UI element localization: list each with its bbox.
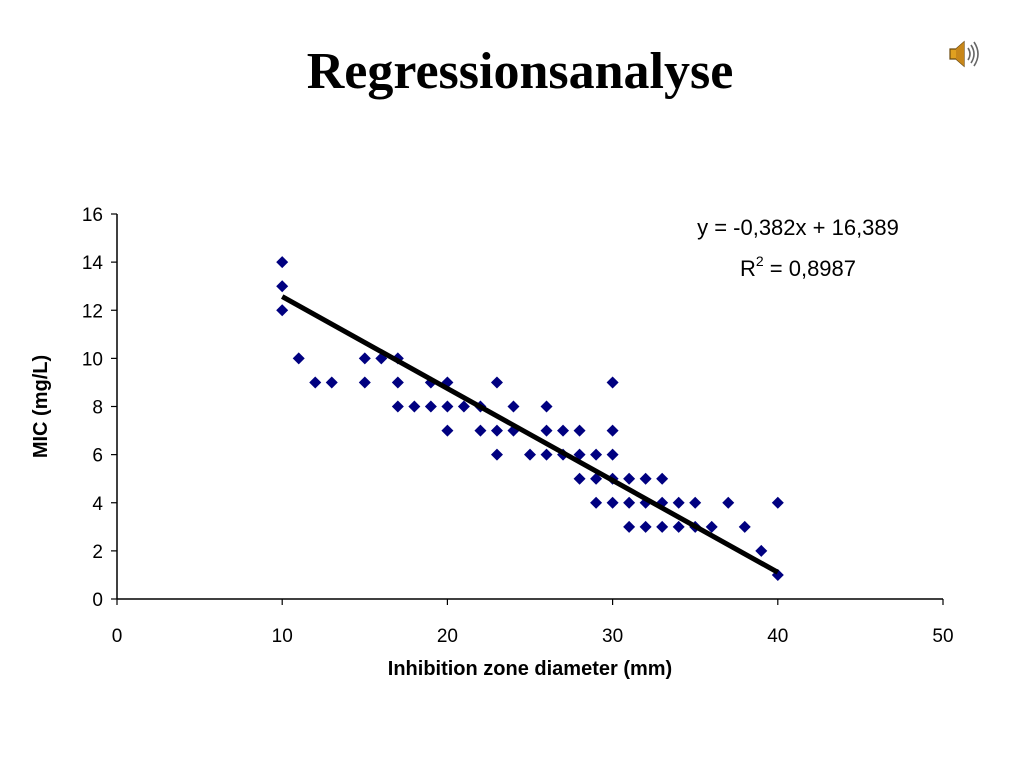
data-point [276,256,289,269]
x-tick-label: 50 [932,626,953,647]
data-point [524,448,536,461]
x-axis-label: Inhibition zone diameter (mm) [388,658,672,680]
data-point [474,424,487,437]
tick-labels: 0 2 4 6 8 10 12 14 16 0 10 20 30 40 50 [82,205,954,647]
y-tick-label: 6 [92,446,103,467]
data-point [540,448,553,461]
data-point [540,424,553,437]
x-tick-label: 0 [112,626,123,647]
data-point [689,496,702,509]
data-point [590,496,603,509]
y-tick-label: 10 [82,349,103,370]
r-squared-label: R2 = 0,8987 [740,253,856,281]
data-point [441,424,454,437]
data-point [441,400,454,413]
data-points [276,256,784,581]
y-tick-label: 12 [82,301,103,322]
data-point [623,520,636,533]
y-tick-label: 16 [82,205,103,226]
data-point [309,376,322,389]
data-point [490,376,503,389]
data-point [639,520,652,533]
data-point [276,304,289,317]
r-squared-letter: R [740,256,756,281]
x-tick-label: 10 [272,626,293,647]
data-point [606,496,619,509]
y-tick-label: 8 [92,398,103,419]
speaker-volume-icon[interactable] [944,34,984,74]
data-point [623,496,636,509]
data-point [738,520,751,533]
data-point [672,520,685,533]
data-point [325,376,338,389]
axes [111,213,944,605]
trendline [280,294,780,575]
x-tick-label: 40 [767,626,788,647]
data-point [639,472,652,485]
data-point [573,424,586,437]
trendline-equation: y = -0,382x + 16,389 [697,215,899,240]
data-point [656,520,669,533]
data-point [540,400,553,413]
data-point [672,496,685,509]
data-point [606,424,619,437]
data-point [573,472,586,485]
x-tick-label: 20 [437,626,458,647]
data-point [276,280,289,293]
data-point [358,352,371,365]
data-point [490,448,503,461]
y-tick-label: 4 [92,494,103,515]
data-point [424,400,437,413]
data-point [292,352,305,365]
data-point [623,472,636,485]
data-point [507,400,520,413]
data-point [457,400,470,413]
data-point [408,400,421,413]
y-tick-label: 0 [92,590,103,611]
data-point [490,424,503,437]
r-squared-value: = 0,8987 [764,256,856,281]
data-point [557,424,570,437]
data-point [391,376,404,389]
data-point [656,472,669,485]
y-tick-label: 14 [82,253,104,274]
y-tick-label: 2 [92,542,103,563]
data-point [606,376,619,389]
data-point [771,496,784,509]
data-point [358,376,371,389]
y-axis-label: MIC (mg/L) [30,355,52,458]
x-tick-label: 30 [602,626,623,647]
r-squared-exponent: 2 [756,253,764,269]
data-point [705,520,718,533]
data-point [722,496,735,509]
data-point [606,448,619,461]
data-point [755,544,768,557]
data-point [391,400,404,413]
slide-title: Regressionsanalyse [306,43,734,100]
data-point [590,448,603,461]
